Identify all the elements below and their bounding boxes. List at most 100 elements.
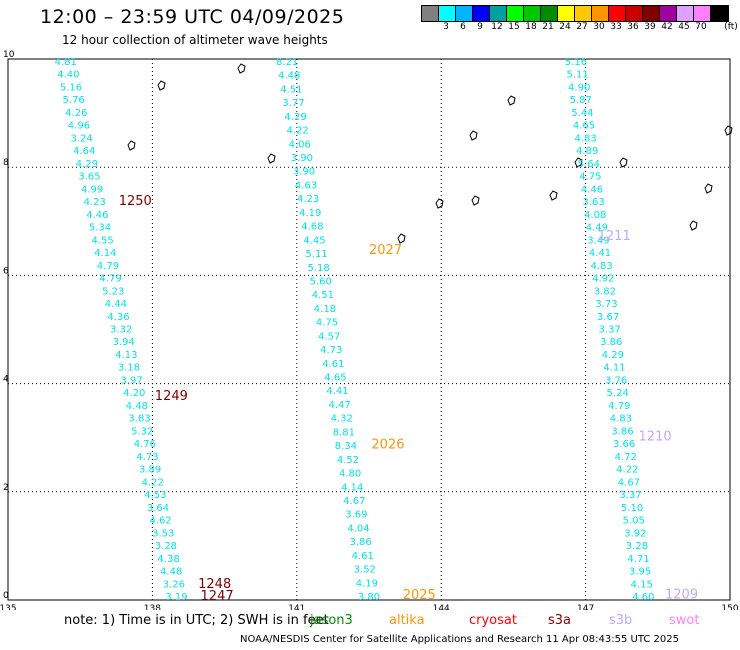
lat-tick-label: 6 [3, 266, 9, 276]
lon-tick-label: 141 [288, 604, 305, 610]
scale-label: 33 [610, 22, 622, 32]
wave-height-value: 4.29 [284, 112, 306, 123]
wave-height-value: 4.75 [579, 172, 601, 183]
scale-swatch [422, 6, 439, 21]
lon-tick-label: 135 [0, 604, 17, 610]
wave-height-value: 3.73 [595, 299, 617, 310]
wave-height-value: 3.52 [354, 565, 376, 576]
wave-height-value: 5.64 [578, 159, 600, 170]
wave-height-value: 5.44 [571, 108, 593, 119]
wave-height-value: 4.41 [589, 248, 611, 259]
wave-height-value: 3.66 [613, 439, 635, 450]
wave-height-value: 3.83 [128, 414, 150, 425]
lat-tick-label: 4 [3, 375, 9, 385]
scale-label: 6 [460, 22, 466, 32]
scale-swatch [694, 6, 711, 21]
wave-height-value: 4.67 [618, 477, 640, 488]
island-outline [549, 190, 558, 201]
island-outline [471, 195, 480, 206]
wave-height-value: 4.26 [65, 108, 87, 119]
page-title: 12:00 – 23:59 UTC 04/09/2025 [40, 6, 345, 28]
wave-height-map: 135 138 141 144 147 15002468104.814.405.165.7… [0, 50, 739, 610]
lon-tick-label: 147 [577, 604, 594, 610]
scale-swatch [541, 6, 558, 21]
wave-height-value: 3.95 [629, 567, 651, 578]
wave-height-value: 4.48 [126, 401, 148, 412]
wave-height-value: 3.53 [152, 528, 174, 539]
wave-height-value: 4.46 [86, 210, 108, 221]
wave-height-value: 4.44 [105, 299, 127, 310]
wave-height-value: 5.76 [63, 95, 85, 106]
wave-height-value: 4.15 [631, 579, 653, 590]
wave-height-value: 4.23 [297, 194, 319, 205]
wave-height-value: 4.22 [287, 126, 309, 137]
wave-height-value: 4.96 [68, 121, 90, 132]
wave-height-value: 4.60 [632, 592, 654, 603]
island-outline [507, 95, 516, 106]
scale-swatch [677, 6, 694, 21]
wave-height-value: 5.87 [570, 95, 592, 106]
island-outline [127, 140, 136, 151]
wave-height-value: 4.81 [55, 57, 77, 68]
island-outline [704, 183, 713, 194]
wave-height-value: 3.37 [619, 490, 641, 501]
satellite-legend-item: cryosat [469, 613, 517, 628]
pass-time-label: 1248 [198, 577, 231, 592]
wave-height-value: 4.68 [301, 222, 323, 233]
wave-height-value: 3.94 [113, 337, 135, 348]
scale-swatch [456, 6, 473, 21]
wave-height-value: 5.23 [102, 286, 124, 297]
wave-height-value: 8.21 [276, 57, 298, 68]
island-outline [619, 157, 628, 168]
pass-time-label: 1209 [665, 587, 698, 602]
wave-height-value: 4.36 [107, 312, 129, 323]
scale-swatch [592, 6, 609, 21]
wave-height-value: 3.32 [110, 325, 132, 336]
scale-swatch [439, 6, 456, 21]
wave-height-value: 5.18 [308, 263, 330, 274]
wave-height-value: 4.18 [314, 304, 336, 315]
wave-height-value: 4.47 [328, 400, 350, 411]
scale-label: 18 [525, 22, 537, 32]
wave-height-value: 4.32 [331, 414, 353, 425]
pass-time-label: 1247 [201, 589, 234, 604]
map-frame [7, 58, 731, 601]
wave-height-value: 4.19 [299, 208, 321, 219]
scale-label: 12 [491, 22, 503, 32]
wave-height-value: 4.89 [576, 146, 598, 157]
pass-time-label: 2026 [371, 438, 404, 453]
scale-swatch [507, 6, 524, 21]
wave-height-value: 4.08 [584, 210, 606, 221]
satellite-legend-item: swot [669, 613, 700, 628]
satellite-legend-item: s3a [548, 613, 572, 628]
island-outline [435, 198, 444, 209]
wave-height-value: 4.73 [320, 345, 342, 356]
scale-swatch [626, 6, 643, 21]
wave-height-value: 3.86 [600, 337, 622, 348]
wave-height-value: 8.81 [333, 427, 355, 438]
wave-height-value: 3.18 [118, 363, 140, 374]
scale-swatch [660, 6, 677, 21]
wave-height-value: 4.79 [608, 401, 630, 412]
wave-height-value: 3.89 [139, 465, 161, 476]
footer-note: note: 1) Time is in UTC; 2) SWH is in fe… [64, 613, 329, 628]
island-outline [157, 80, 166, 91]
scale-label: 45 [678, 22, 690, 32]
satellite-legend-item: jason3 [310, 613, 353, 628]
wave-height-value: 4.65 [573, 121, 595, 132]
wave-height-value: 4.61 [352, 551, 374, 562]
wave-height-value: 4.75 [316, 318, 338, 329]
island-outline [724, 125, 733, 136]
scale-swatch [490, 6, 507, 21]
wave-height-value: 3.63 [582, 197, 604, 208]
wave-height-value: 3.49 [587, 235, 609, 246]
scale-label: 15 [508, 22, 520, 32]
scale-label: 9 [477, 22, 483, 32]
wave-height-value: 4.79 [97, 261, 119, 272]
wave-height-value: 3.26 [163, 579, 185, 590]
pass-time-label: 2025 [403, 588, 436, 603]
scale-swatch [609, 6, 626, 21]
wave-height-value: 4.79 [99, 274, 121, 285]
lat-tick-label: 2 [3, 483, 9, 493]
wave-height-value: 3.19 [165, 592, 187, 603]
